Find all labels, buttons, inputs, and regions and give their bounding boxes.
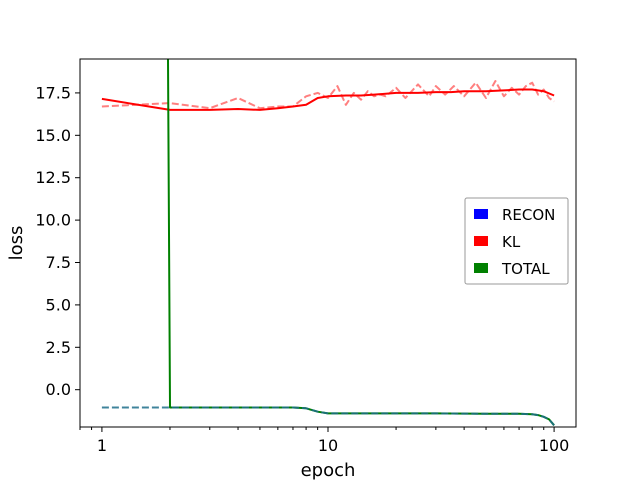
- y-axis-label: loss: [6, 226, 27, 261]
- y-tick-label: 17.5: [35, 83, 71, 102]
- y-tick-label: 12.5: [35, 168, 71, 187]
- series-line-kl-solid: [101, 88, 555, 111]
- series-line-kl-dashed: [101, 80, 555, 110]
- y-tick-label: 15.0: [35, 126, 71, 145]
- legend: RECON KL TOTAL: [464, 197, 569, 285]
- y-tick-label: 2.5: [46, 338, 71, 357]
- x-tick-label: 10: [318, 436, 338, 455]
- legend-swatch-recon: [474, 209, 488, 219]
- y-tick-label: 0.0: [46, 380, 71, 399]
- x-ticks: 1 10 100: [79, 427, 570, 455]
- y-ticks: 0.0 2.5 5.0 7.5 10.0 12.5 15.0 17.5: [35, 83, 80, 399]
- x-tick-label: 100: [539, 436, 570, 455]
- series-line-recon-dashed: [101, 406, 555, 426]
- legend-box: [464, 197, 569, 285]
- y-tick-label: 7.5: [46, 253, 71, 272]
- legend-label-kl: KL: [502, 233, 521, 251]
- x-tick-label: 1: [97, 436, 107, 455]
- plot-lines: [101, 59, 555, 426]
- legend-label-total: TOTAL: [501, 260, 550, 278]
- y-tick-label: 5.0: [46, 295, 71, 314]
- legend-label-recon: RECON: [502, 206, 555, 224]
- legend-swatch-kl: [474, 236, 488, 246]
- y-tick-label: 10.0: [35, 211, 71, 230]
- legend-swatch-total: [474, 263, 488, 273]
- x-axis-label: epoch: [301, 460, 356, 480]
